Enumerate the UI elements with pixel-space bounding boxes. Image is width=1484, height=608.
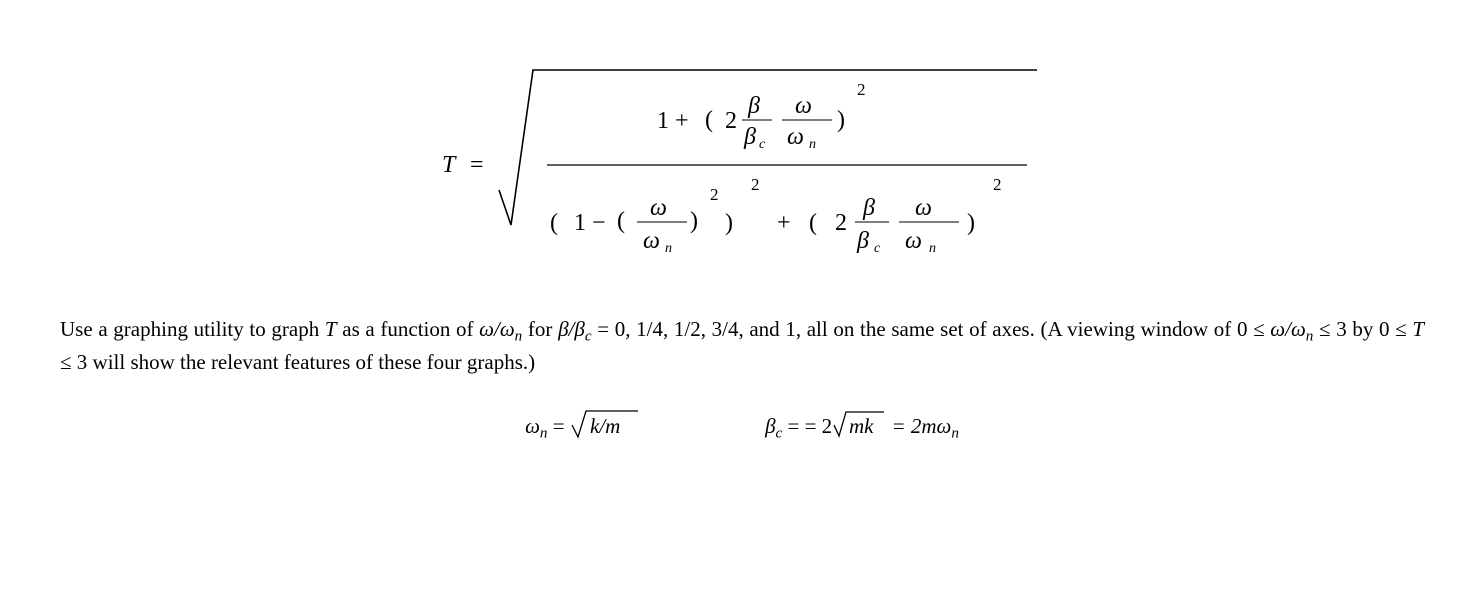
main-equation: .tx{font-family:'Times New Roman',serif;…: [60, 50, 1424, 280]
svg-text:β: β: [747, 93, 760, 119]
text: ≤ 3 by 0 ≤: [1319, 317, 1412, 341]
svg-text:ω: ω: [787, 124, 804, 150]
text: = 0, 1/4, 1/2, 3/4, and 1, all on the sa…: [597, 317, 1270, 341]
text: as a function of: [342, 317, 479, 341]
svg-text:2: 2: [725, 108, 737, 134]
svg-text:n: n: [665, 241, 672, 256]
svg-text:ω: ω: [650, 195, 667, 221]
svg-text:c: c: [759, 137, 766, 152]
svg-text:n: n: [809, 137, 816, 152]
ratio-omega-2: ω/ωn: [1270, 317, 1313, 341]
svg-text:2: 2: [857, 80, 866, 99]
instruction-paragraph: Use a graphing utility to graph T as a f…: [60, 315, 1424, 377]
svg-text:n: n: [929, 241, 936, 256]
svg-text:(: (: [617, 208, 625, 234]
svg-text:): ): [967, 210, 975, 236]
svg-text:(: (: [705, 107, 713, 133]
svg-text:+: +: [777, 210, 791, 236]
svg-text:2: 2: [710, 185, 719, 204]
svg-text:ω: ω: [795, 93, 812, 119]
definitions-row: ωn = k/m βc = = 2 mk = 2mωn: [60, 407, 1424, 445]
text: for: [528, 317, 558, 341]
svg-text:=: =: [470, 152, 484, 178]
sqrt-icon: mk: [832, 409, 886, 439]
svg-text:ω: ω: [643, 228, 660, 254]
svg-text:ω: ω: [915, 195, 932, 221]
svg-text:1 +: 1 +: [657, 108, 689, 134]
text: Use a graphing utility to graph: [60, 317, 325, 341]
equation-svg: .tx{font-family:'Times New Roman',serif;…: [437, 50, 1047, 280]
svg-text:β: β: [856, 228, 869, 254]
svg-text:2: 2: [835, 210, 847, 236]
symbol-T: T: [325, 317, 337, 341]
svg-text:2: 2: [993, 175, 1002, 194]
svg-text:2: 2: [751, 175, 760, 194]
svg-text:1 −: 1 −: [574, 210, 606, 236]
svg-text:): ): [690, 208, 698, 234]
svg-text:mk: mk: [849, 414, 874, 438]
symbol-T2: T: [1412, 317, 1424, 341]
text: ≤ 3 will show the relevant features of t…: [60, 350, 535, 374]
ratio-omega: ω/ωn: [479, 317, 522, 341]
ratio-beta: β/βc: [558, 317, 591, 341]
def-omega-n: ωn = k/m: [525, 407, 640, 445]
def-beta-c: βc = = 2 mk = 2mωn: [765, 409, 959, 445]
svg-text:T: T: [442, 152, 457, 178]
svg-text:c: c: [874, 241, 881, 256]
sqrt-icon: k/m: [570, 407, 640, 441]
svg-text:): ): [725, 210, 733, 236]
svg-text:): ): [837, 107, 845, 133]
svg-text:(: (: [809, 210, 817, 236]
svg-text:(: (: [550, 210, 558, 236]
svg-text:β: β: [862, 195, 875, 221]
svg-text:β: β: [743, 124, 756, 150]
svg-text:k/m: k/m: [590, 414, 620, 438]
svg-text:ω: ω: [905, 228, 922, 254]
